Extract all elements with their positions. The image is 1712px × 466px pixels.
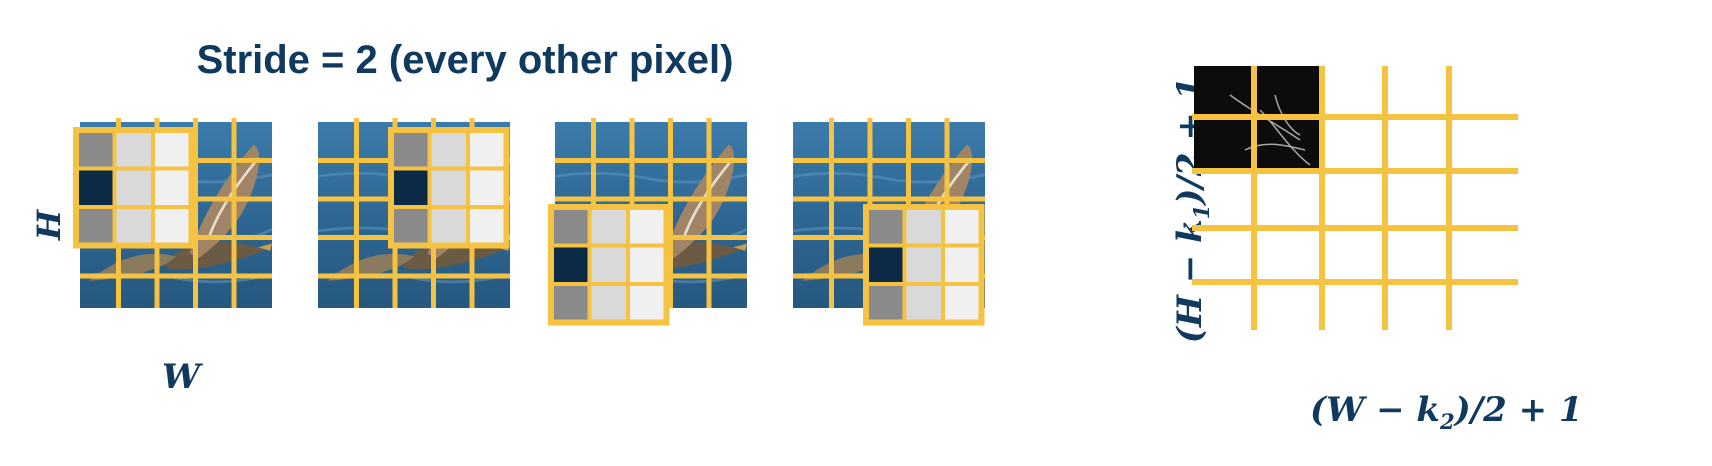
kernel-cell bbox=[466, 205, 509, 248]
kernel-cell bbox=[74, 166, 117, 209]
width-label: W bbox=[162, 357, 201, 397]
input-panel-4 bbox=[791, 118, 987, 326]
kernel-cell bbox=[587, 205, 630, 248]
kernel-cell bbox=[864, 205, 907, 248]
kernel-cell bbox=[549, 282, 592, 325]
diagram-title: Stride = 2 (every other pixel) bbox=[196, 38, 734, 82]
kernel-cell bbox=[74, 205, 117, 248]
kernel-border bbox=[388, 127, 510, 249]
kernel-cell bbox=[626, 205, 669, 248]
kernel-cell bbox=[466, 166, 509, 209]
kernel-cell bbox=[151, 205, 194, 248]
kernel-cell bbox=[864, 282, 907, 325]
kernel-border bbox=[73, 127, 195, 249]
kernel-cell bbox=[427, 128, 470, 171]
kernel-cell bbox=[902, 243, 945, 286]
kernel-cell bbox=[587, 243, 630, 286]
kernel-1 bbox=[73, 127, 195, 249]
kernel-cell bbox=[941, 243, 984, 286]
output-width-formula: (W − k2)/2 + 1 bbox=[1310, 390, 1583, 434]
kernel-cell bbox=[902, 205, 945, 248]
kernel-cell bbox=[626, 282, 669, 325]
kernel-cell bbox=[151, 128, 194, 171]
kernel-cell bbox=[427, 205, 470, 248]
kernel-cell bbox=[902, 282, 945, 325]
kernel-cell bbox=[941, 282, 984, 325]
kernel-cell bbox=[587, 282, 630, 325]
kernel-cell bbox=[389, 166, 432, 209]
kernel-cell bbox=[112, 205, 155, 248]
kernel-4 bbox=[863, 204, 985, 326]
kernel-border bbox=[548, 204, 670, 326]
kernel-2 bbox=[388, 127, 510, 249]
kernel-cell bbox=[151, 166, 194, 209]
kernel-cell bbox=[389, 128, 432, 171]
kernel-cell bbox=[112, 128, 155, 171]
kernel-cell bbox=[549, 205, 592, 248]
kernel-cell bbox=[549, 243, 592, 286]
kernel-cell bbox=[466, 128, 509, 171]
kernel-cell bbox=[389, 205, 432, 248]
kernel-cell bbox=[864, 243, 907, 286]
kernel-cell bbox=[112, 166, 155, 209]
kernel-cell bbox=[941, 205, 984, 248]
input-panel-1 bbox=[73, 118, 274, 310]
input-panel-3 bbox=[548, 118, 749, 326]
kernel-border bbox=[863, 204, 985, 326]
kernel-cell bbox=[427, 166, 470, 209]
kernel-cell bbox=[74, 128, 117, 171]
kernel-3 bbox=[548, 204, 670, 326]
kernel-cell bbox=[626, 243, 669, 286]
input-panel-2 bbox=[316, 118, 512, 310]
